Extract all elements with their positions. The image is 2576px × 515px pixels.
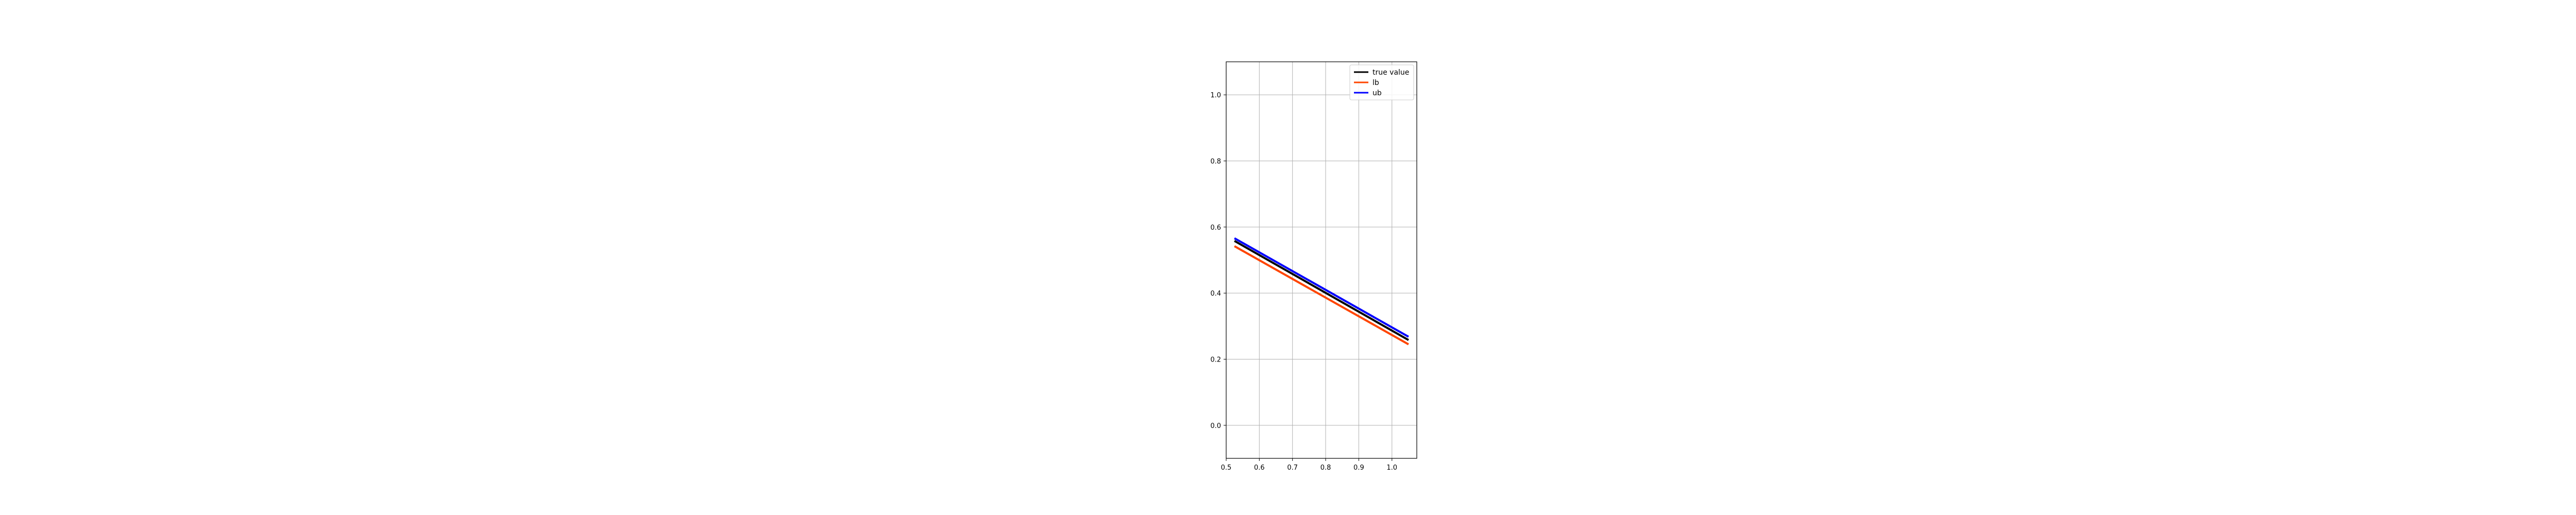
series-line-1 xyxy=(1234,245,1409,346)
x-tick-label: 0.7 xyxy=(1287,464,1298,472)
x-tick-label: 0.8 xyxy=(1320,464,1331,472)
legend: true value lb ub xyxy=(1349,64,1414,100)
legend-label: ub xyxy=(1372,89,1382,97)
x-tick-label: 0.9 xyxy=(1353,464,1364,472)
grid xyxy=(1226,62,1417,458)
x-tick-label: 0.6 xyxy=(1254,464,1265,472)
y-tick-label: 1.0 xyxy=(1210,92,1221,99)
series-line-0 xyxy=(1234,240,1409,341)
axis-ticks: 0.5 0.6 0.7 0.8 0.9 1.0 0.0 0.2 0.4 0.6 0.8 1.0 xyxy=(1210,92,1397,472)
x-tick-label: 1.0 xyxy=(1386,464,1397,472)
x-tick-label: 0.5 xyxy=(1221,464,1232,472)
series-layer xyxy=(1234,237,1409,346)
series-line-2 xyxy=(1234,237,1409,338)
plot-frame xyxy=(1226,61,1417,459)
y-tick-label: 0.0 xyxy=(1210,422,1221,430)
y-tick-label: 0.2 xyxy=(1210,356,1221,364)
legend-box xyxy=(1349,64,1414,100)
legend-label: true value xyxy=(1372,68,1409,77)
y-tick-label: 0.8 xyxy=(1210,158,1221,166)
y-tick-label: 0.4 xyxy=(1210,290,1221,298)
y-tick-label: 0.6 xyxy=(1210,224,1221,232)
legend-label: lb xyxy=(1372,79,1379,87)
